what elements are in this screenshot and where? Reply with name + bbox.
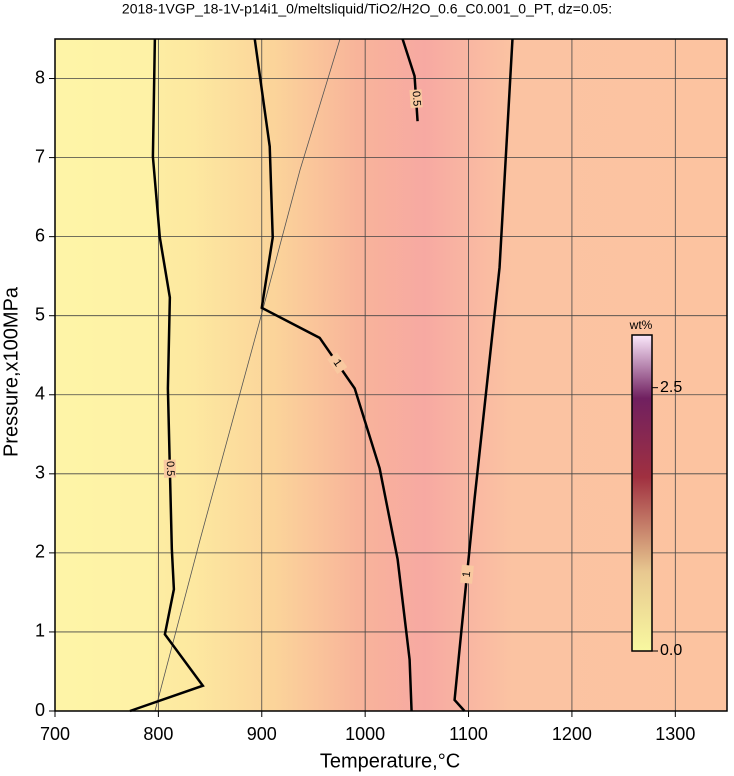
y-tick-label: 5 — [35, 304, 45, 324]
y-tick-label: 4 — [35, 384, 45, 404]
y-tick-label: 7 — [35, 146, 45, 166]
contour-label: 0.5 — [410, 91, 423, 107]
chart-title: 2018-1VGP_18-1V-p14i1_0/meltsliquid/TiO2… — [122, 1, 612, 17]
contour-label-bg — [327, 352, 348, 374]
contour-label: 1 — [331, 357, 344, 369]
colorbar-label: wt% — [629, 318, 653, 332]
y-tick-label: 3 — [35, 463, 45, 483]
contour-label: 1 — [461, 571, 474, 578]
x-tick-label: 1200 — [552, 724, 592, 744]
contour-label-bg — [409, 89, 423, 109]
x-tick-label: 900 — [247, 724, 277, 744]
x-tick-label: 700 — [40, 724, 70, 744]
colorbar-tick-label: 2.5 — [660, 379, 682, 396]
contour-label: 0.5 — [164, 461, 176, 477]
colorbar-tick-label: 0.0 — [660, 642, 682, 659]
y-tick-label: 6 — [35, 225, 45, 245]
contour-label-bg — [163, 459, 177, 478]
y-axis-label: Pressure,x100MPa — [0, 286, 22, 457]
y-tick-label: 0 — [35, 700, 45, 720]
y-tick-label: 2 — [35, 542, 45, 562]
axes-frame — [54, 38, 728, 712]
x-tick-label: 1300 — [655, 724, 695, 744]
field-shading — [55, 39, 160, 711]
phase-boundary — [154, 38, 341, 712]
y-tick-label: 1 — [35, 621, 45, 641]
colorbar — [631, 334, 653, 652]
contour-label-bg — [460, 564, 474, 584]
x-tick-label: 1100 — [449, 724, 488, 744]
x-axis-label: Temperature,°C — [320, 750, 460, 772]
x-tick-label: 800 — [143, 724, 173, 744]
x-tick-label: 1000 — [345, 724, 385, 744]
y-tick-label: 8 — [35, 67, 45, 87]
